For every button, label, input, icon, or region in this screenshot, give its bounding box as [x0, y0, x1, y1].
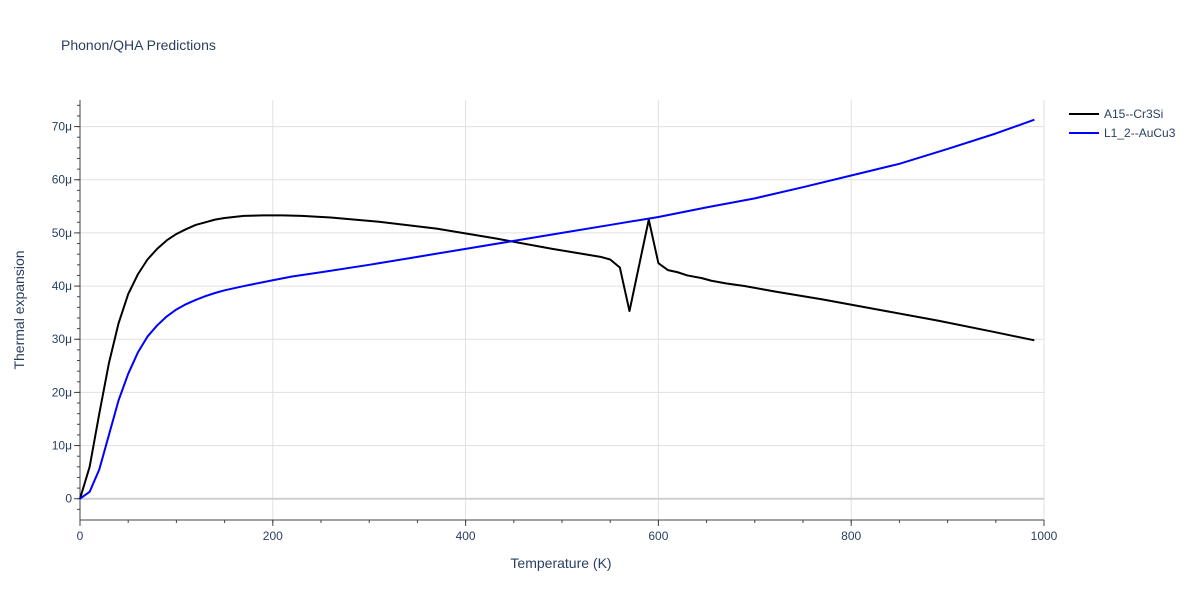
y-tick-label: 30μ [52, 332, 72, 346]
chart-title: Phonon/QHA Predictions [61, 37, 216, 53]
legend-label: A15--Cr3Si [1104, 107, 1163, 121]
plot-area [79, 118, 1035, 500]
series-line-1[interactable] [79, 118, 1035, 500]
axes: 0 10μ 20μ 30μ 40μ 50μ 60μ 70μ 0 200 400 600 800 1000 [52, 100, 1058, 543]
x-axis-label: Temperature (K) [510, 555, 611, 571]
x-tick-label: 400 [456, 529, 476, 543]
legend-item-0[interactable]: A15--Cr3Si [1069, 107, 1163, 121]
x-tick-label: 1000 [1031, 529, 1058, 543]
x-tick-label: 0 [77, 529, 84, 543]
x-tick-label: 200 [263, 529, 283, 543]
y-tick-label: 10μ [52, 439, 72, 453]
grid [80, 100, 1045, 520]
y-tick-label: 20μ [52, 385, 72, 399]
x-tick-label: 800 [841, 529, 861, 543]
y-tick-label: 0 [65, 492, 72, 506]
legend-item-1[interactable]: L1_2--AuCu3 [1069, 126, 1176, 140]
x-tick-label: 600 [648, 529, 668, 543]
y-axis-label: Thermal expansion [11, 250, 27, 369]
series-line-0[interactable] [79, 214, 1035, 500]
legend[interactable]: A15--Cr3Si L1_2--AuCu3 [1069, 107, 1176, 140]
y-tick-label: 50μ [52, 226, 72, 240]
y-tick-label: 70μ [52, 120, 72, 134]
y-tick-label: 60μ [52, 173, 72, 187]
y-tick-label: 40μ [52, 279, 72, 293]
legend-label: L1_2--AuCu3 [1104, 126, 1176, 140]
